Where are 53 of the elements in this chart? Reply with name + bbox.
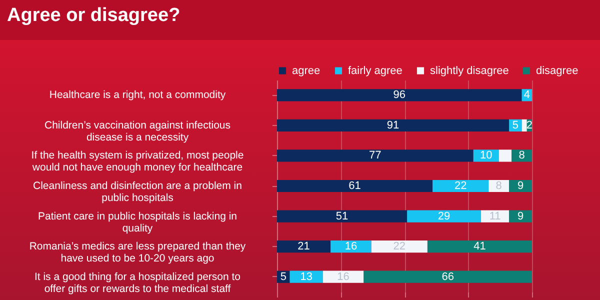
data-label: 16	[337, 270, 350, 283]
data-label: 66	[442, 270, 454, 283]
data-label: 11	[489, 210, 501, 222]
bar	[277, 240, 331, 253]
bar	[371, 240, 428, 253]
data-label: 8	[518, 150, 525, 162]
data-label: 61	[348, 180, 361, 192]
bar	[277, 180, 433, 192]
bar	[481, 210, 510, 222]
data-label: 96	[393, 89, 406, 102]
data-label: 4	[524, 89, 530, 102]
bar	[509, 210, 532, 222]
data-label: 22	[393, 240, 406, 253]
y-tick-label: If the health system is privatized, most people would not have enough money for healthcare	[31, 150, 244, 174]
bar	[427, 240, 532, 253]
y-tick-label: Healthcare is a right, not a commodity	[49, 89, 226, 102]
data-label: 5	[280, 270, 286, 283]
bar	[364, 270, 532, 283]
bar	[512, 150, 532, 162]
y-tick-label: Cleanliness and disinfection are a problem in public hospitals	[33, 180, 242, 204]
data-label: 41	[474, 240, 486, 253]
text: Agree or disagree?	[7, 5, 180, 26]
data-label: 10	[480, 150, 492, 162]
data-label: 9	[517, 210, 524, 222]
data-label: 5	[512, 119, 518, 132]
data-label: 13	[300, 270, 312, 283]
data-label: 21	[298, 240, 310, 253]
legend-label: fairly agree	[348, 64, 402, 77]
bar	[277, 210, 408, 222]
bar	[277, 89, 522, 102]
bar	[277, 119, 510, 132]
bar	[432, 180, 489, 192]
data-label: 8	[496, 180, 502, 192]
legend-label: disagree	[536, 64, 578, 77]
data-label: 91	[386, 119, 400, 132]
data-label: 51	[336, 210, 348, 222]
data-label: 2	[526, 119, 533, 132]
bar	[522, 119, 527, 132]
data-label: 16	[344, 240, 358, 253]
y-tick-label: It is a good thing for a hospitalized person to offer gifts or rewards to the medical staff	[34, 270, 241, 295]
y-tick-label: Romania’s medics are less prepared than they have used to be 10-20 years ago	[29, 240, 246, 265]
y-tick-label: Patient care in public hospitals is lacking in quality	[38, 210, 238, 234]
bar	[277, 150, 474, 162]
bar	[330, 240, 372, 253]
data-label: 22	[454, 180, 467, 192]
data-label: 29	[438, 210, 450, 222]
data-label: 77	[369, 150, 382, 162]
y-tick-label: Children’s vaccination against infectious disease is a necessity	[44, 119, 230, 144]
bar	[407, 210, 481, 222]
data-label: 9	[517, 180, 524, 192]
legend-label: agree	[292, 64, 320, 77]
legend-label: slightly disagree	[430, 64, 509, 77]
bar	[498, 150, 512, 162]
